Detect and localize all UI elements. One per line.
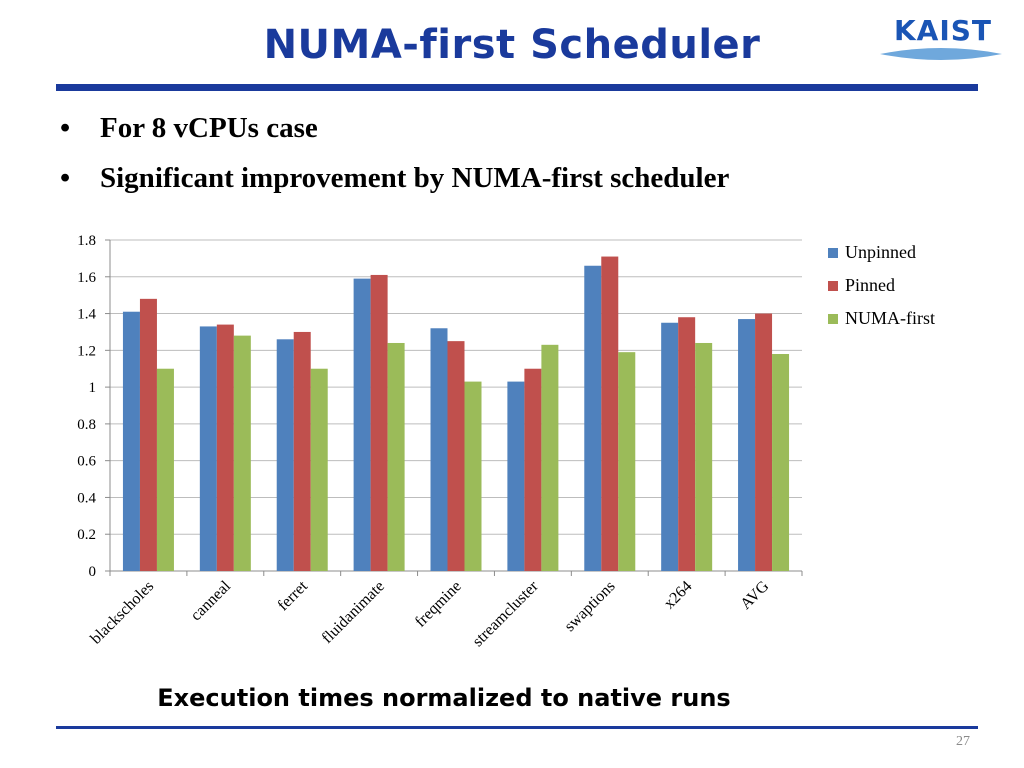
y-tick-label: 1.8 bbox=[77, 233, 96, 249]
legend-label: NUMA-first bbox=[845, 308, 935, 328]
legend-label: Pinned bbox=[845, 275, 895, 295]
bullet-dot-icon: • bbox=[60, 112, 71, 144]
y-tick-label: 1 bbox=[89, 380, 97, 396]
bar-numa-first bbox=[387, 342, 405, 571]
bar-unpinned bbox=[584, 265, 602, 571]
bar-unpinned bbox=[122, 311, 140, 571]
bar-numa-first bbox=[156, 368, 174, 571]
bar-numa-first bbox=[310, 368, 328, 571]
bullet-item: • For 8 vCPUs case bbox=[60, 112, 729, 162]
y-tick-label: 0.2 bbox=[77, 527, 96, 543]
x-tick-label: streamcluster bbox=[469, 577, 542, 650]
bullet-dot-icon: • bbox=[60, 162, 71, 194]
bar-pinned bbox=[755, 313, 773, 571]
bullet-item: • Significant improvement by NUMA-first s… bbox=[60, 162, 729, 212]
page-number: 27 bbox=[956, 734, 970, 749]
bar-pinned bbox=[601, 256, 619, 571]
bullet-list: • For 8 vCPUs case • Significant improveme… bbox=[60, 112, 729, 212]
y-tick-label: 1.6 bbox=[77, 270, 96, 286]
logo-swoosh-icon bbox=[880, 48, 1002, 60]
slide-title: NUMA-first Scheduler bbox=[263, 22, 761, 68]
bar-pinned bbox=[139, 298, 157, 571]
title-rule bbox=[56, 84, 978, 91]
bar-numa-first bbox=[541, 344, 559, 571]
bar-pinned bbox=[678, 317, 696, 571]
x-tick-label: fluidanimate bbox=[319, 578, 388, 647]
bar-numa-first bbox=[618, 352, 636, 571]
legend-label: Unpinned bbox=[845, 242, 916, 262]
bar-pinned bbox=[370, 274, 388, 571]
chart-caption: Execution times normalized to native run… bbox=[157, 684, 731, 712]
x-tick-label: AVG bbox=[737, 577, 772, 612]
bullet-text: Significant improvement by NUMA-first sc… bbox=[100, 162, 730, 194]
bar-numa-first bbox=[233, 335, 251, 571]
bar-pinned bbox=[293, 331, 311, 571]
bar-unpinned bbox=[661, 322, 679, 571]
bar-pinned bbox=[524, 368, 542, 571]
y-tick-label: 1.2 bbox=[77, 343, 96, 359]
bar-pinned bbox=[447, 341, 465, 571]
bar-unpinned bbox=[507, 381, 525, 571]
y-tick-label: 0.4 bbox=[77, 490, 96, 506]
legend-swatch bbox=[828, 314, 838, 324]
x-tick-label: canneal bbox=[188, 577, 235, 624]
bar-unpinned bbox=[199, 326, 217, 571]
footer-rule bbox=[56, 726, 978, 729]
bar-unpinned bbox=[738, 319, 756, 571]
bar-pinned bbox=[216, 324, 234, 571]
x-tick-label: x264 bbox=[661, 578, 696, 613]
x-tick-label: ferret bbox=[275, 577, 312, 614]
bar-unpinned bbox=[430, 328, 448, 571]
logo-text: KAIST bbox=[893, 14, 993, 47]
y-tick-label: 0 bbox=[89, 564, 97, 580]
bar-unpinned bbox=[353, 278, 371, 571]
legend-swatch bbox=[828, 281, 838, 291]
kaist-logo: KAIST bbox=[876, 10, 1006, 60]
legend-swatch bbox=[828, 248, 838, 258]
x-tick-label: swaptions bbox=[561, 578, 618, 635]
bullet-text: For 8 vCPUs case bbox=[100, 112, 318, 144]
bar-numa-first bbox=[695, 342, 713, 571]
bar-numa-first bbox=[464, 381, 482, 571]
bar-numa-first bbox=[772, 354, 790, 571]
bar-unpinned bbox=[276, 339, 294, 571]
bar-chart: 0 0.2 0.4 0.6 0.8 1 1.2 1.4 1.6 1.8 blackscholes ca… bbox=[77, 233, 935, 650]
y-tick-label: 0.8 bbox=[77, 417, 96, 433]
y-tick-label: 0.6 bbox=[77, 454, 96, 470]
x-tick-label: freqmine bbox=[412, 578, 465, 631]
x-tick-label: blackscholes bbox=[87, 578, 157, 648]
y-tick-label: 1.4 bbox=[77, 307, 96, 323]
